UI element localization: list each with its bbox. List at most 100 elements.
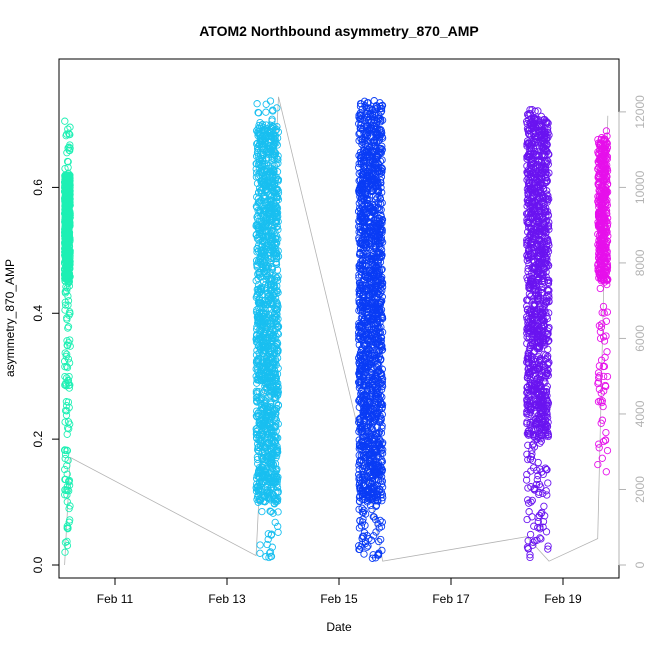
point: [376, 99, 384, 107]
point: [537, 432, 546, 440]
point: [252, 394, 261, 402]
point: [264, 322, 272, 330]
point: [537, 181, 545, 190]
point: [523, 140, 531, 148]
point: [368, 505, 376, 514]
point: [360, 154, 368, 162]
point: [268, 333, 277, 341]
point: [374, 461, 382, 470]
point: [270, 315, 279, 324]
point: [543, 370, 552, 378]
point: [535, 172, 544, 180]
point: [261, 314, 270, 322]
point: [66, 141, 74, 149]
point: [61, 218, 69, 226]
point: [270, 171, 278, 179]
point: [527, 308, 535, 317]
point: [525, 426, 533, 435]
point: [371, 158, 379, 167]
point: [272, 160, 280, 169]
point: [359, 245, 367, 254]
point: [540, 237, 548, 246]
point: [253, 412, 261, 421]
point: [274, 401, 283, 409]
point: [66, 247, 74, 255]
point: [376, 443, 384, 451]
point: [523, 325, 531, 333]
point: [525, 317, 533, 326]
point: [358, 367, 366, 376]
point: [526, 232, 535, 240]
point: [266, 246, 274, 254]
point: [524, 199, 532, 208]
point: [252, 483, 260, 492]
point: [273, 477, 281, 486]
point: [543, 237, 552, 245]
point: [359, 332, 367, 341]
point: [355, 397, 363, 405]
point: [64, 324, 72, 332]
point: [63, 537, 71, 546]
point: [252, 474, 261, 483]
point: [361, 521, 369, 530]
point: [254, 491, 263, 500]
point: [273, 204, 281, 213]
point: [544, 160, 552, 168]
point: [363, 250, 371, 258]
point: [363, 424, 371, 432]
point: [274, 329, 282, 337]
point: [531, 292, 539, 301]
point: [357, 236, 366, 244]
point: [60, 228, 69, 236]
point: [373, 153, 381, 162]
point: [256, 421, 264, 429]
point: [374, 257, 382, 265]
point: [61, 225, 69, 233]
point: [257, 326, 265, 335]
point: [64, 260, 72, 268]
point: [64, 163, 72, 172]
point: [268, 156, 276, 164]
point: [268, 343, 276, 351]
point: [544, 345, 552, 353]
point: [272, 378, 280, 386]
point: [355, 189, 364, 197]
point: [61, 349, 69, 357]
point: [379, 439, 387, 447]
point: [525, 127, 533, 135]
point: [365, 303, 374, 311]
point: [538, 414, 546, 423]
point: [597, 323, 606, 331]
point: [265, 243, 273, 251]
point: [258, 393, 266, 402]
point: [273, 223, 281, 231]
point: [271, 272, 280, 280]
point: [356, 420, 365, 428]
point: [541, 355, 550, 363]
point: [264, 203, 273, 212]
point: [356, 176, 364, 184]
point: [363, 305, 371, 314]
point: [64, 524, 72, 532]
point: [542, 166, 550, 175]
point: [256, 541, 264, 549]
point: [372, 282, 380, 290]
point: [270, 350, 278, 358]
point: [377, 523, 386, 531]
point: [256, 258, 265, 266]
point: [268, 281, 276, 289]
point: [374, 132, 382, 140]
point: [267, 391, 275, 400]
point: [539, 523, 547, 531]
point: [262, 275, 270, 283]
point: [274, 508, 282, 516]
point: [540, 502, 548, 510]
point: [268, 226, 276, 235]
point: [260, 421, 269, 429]
point: [367, 234, 375, 242]
point: [271, 136, 279, 144]
point: [61, 475, 69, 484]
point: [378, 381, 386, 389]
point: [545, 241, 553, 250]
point: [542, 308, 550, 317]
